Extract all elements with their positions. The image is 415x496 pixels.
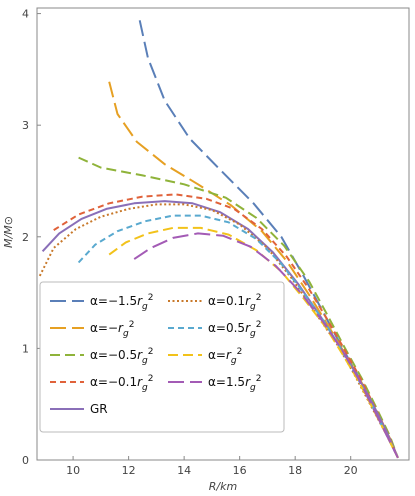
legend-label: α=0.5rg2	[208, 320, 261, 339]
legend-item: α=1.5rg2	[168, 374, 261, 393]
legend-item: α=0.1rg2	[168, 293, 261, 312]
legend-box	[39, 281, 285, 433]
legend-label: α=0.1rg2	[208, 293, 261, 312]
y-tick-label: 2	[22, 231, 29, 244]
legend-label: GR	[90, 402, 108, 416]
x-tick-label: 20	[344, 464, 358, 477]
legend-item: α=−0.1rg2	[50, 374, 154, 393]
x-tick-label: 14	[177, 464, 191, 477]
legend-label: α=−rg2	[90, 320, 134, 339]
legend-item: α=−0.5rg2	[50, 347, 154, 366]
y-tick-label: 3	[22, 119, 29, 132]
x-tick-label: 18	[288, 464, 302, 477]
legend-label: α=1.5rg2	[208, 374, 261, 393]
legend-label: α=−1.5rg2	[90, 293, 154, 312]
series-line-2	[78, 156, 399, 459]
legend-item: α=−1.5rg2	[50, 293, 154, 312]
series-line-4	[41, 200, 399, 459]
y-tick-label: 0	[22, 454, 29, 467]
legend-items: α=−1.5rg2 α=−rg2 α=−0.5rg2 α=−0.1rg2 GR α=0.1…	[50, 293, 261, 416]
legend: α=−1.5rg2 α=−rg2 α=−0.5rg2 α=−0.1rg2 GR α=0.1…	[39, 281, 285, 433]
plot-frame	[36, 7, 410, 461]
x-tick-label: 12	[122, 464, 136, 477]
legend-item: α=0.5rg2	[168, 320, 261, 339]
y-tick-label: 1	[22, 342, 29, 355]
legend-label: α=rg2	[208, 347, 242, 366]
y-tick-label: 4	[22, 8, 29, 21]
legend-label: α=−0.1rg2	[90, 374, 154, 393]
legend-item: α=−rg2	[50, 320, 134, 339]
series-line-8	[133, 232, 399, 459]
x-tick-label: 16	[233, 464, 247, 477]
series-layer	[38, 20, 399, 459]
legend-item: GR	[50, 402, 108, 416]
x-tick-label: 10	[66, 464, 80, 477]
legend-item: α=rg2	[168, 347, 242, 366]
y-axis-label: M/M⊙	[2, 216, 15, 248]
x-axis-label: R/km	[209, 480, 237, 493]
series-line-5	[38, 203, 399, 459]
series-line-6	[77, 214, 399, 459]
legend-label: α=−0.5rg2	[90, 347, 154, 366]
